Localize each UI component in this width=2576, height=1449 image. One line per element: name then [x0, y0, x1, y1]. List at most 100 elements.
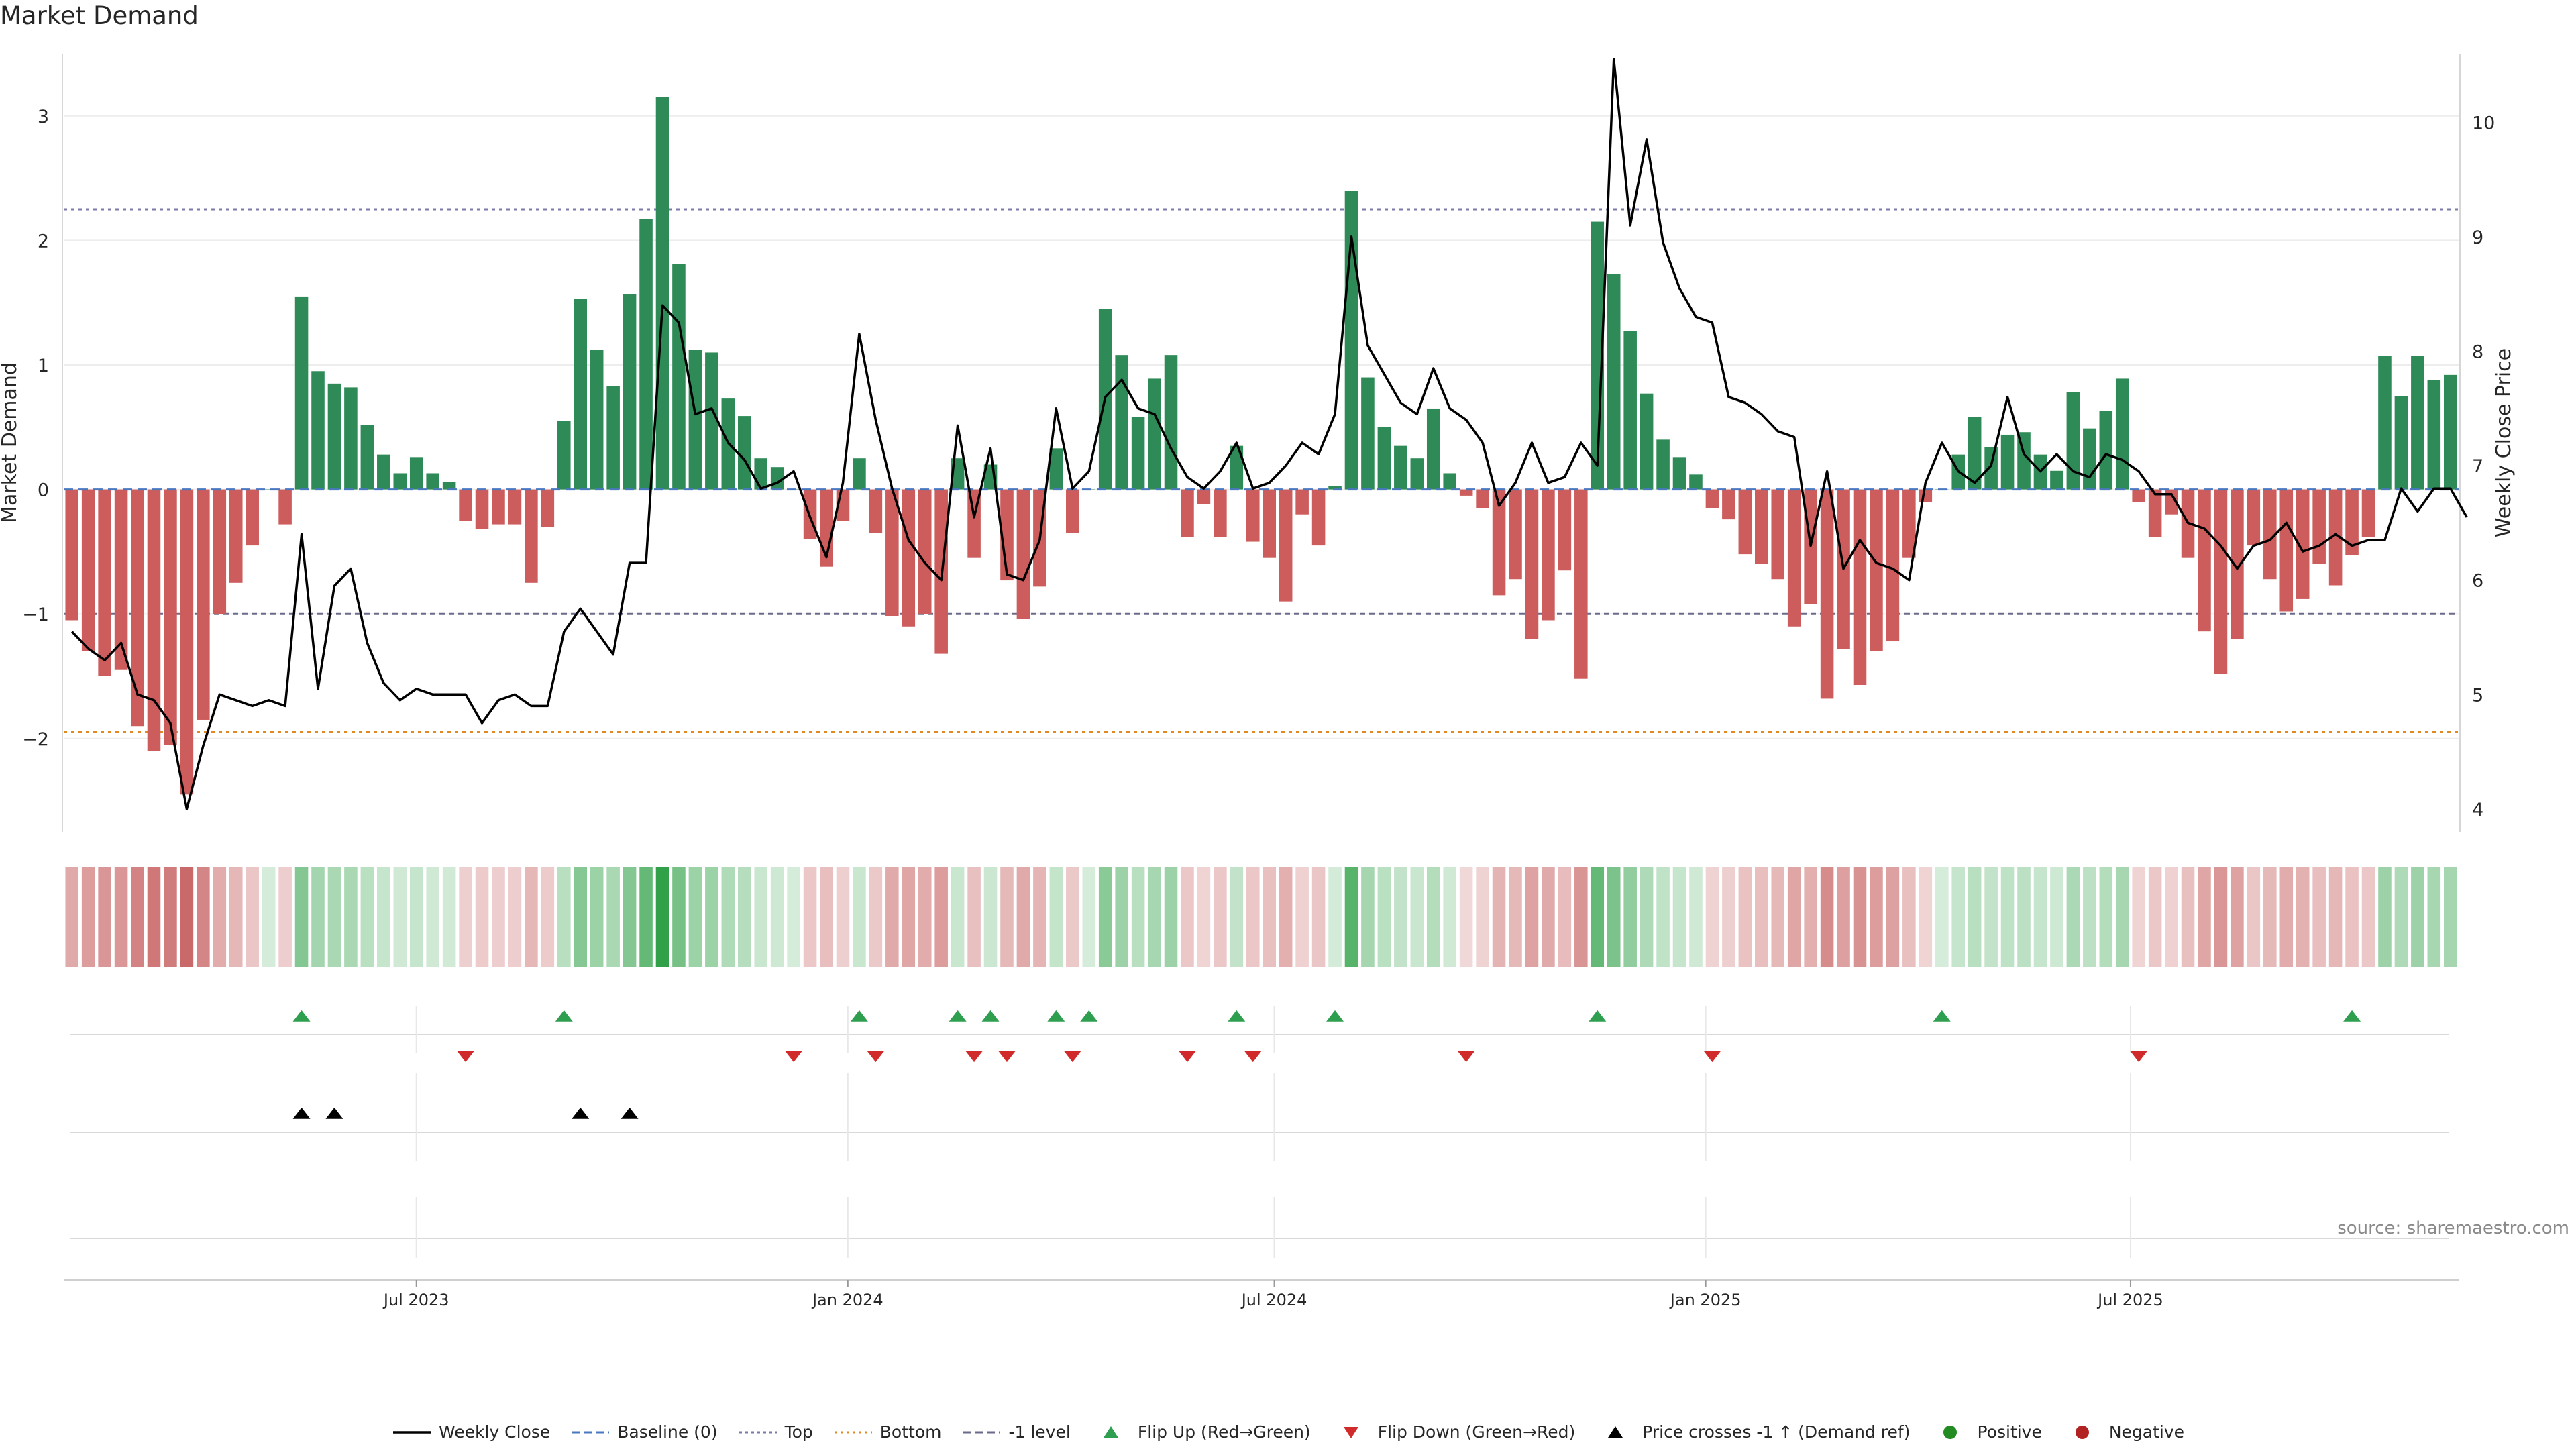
demand-bar [1656, 439, 1670, 490]
flip-up-marker [1228, 1010, 1246, 1022]
heat-cell [1591, 867, 1605, 967]
demand-bar [1066, 489, 1079, 533]
demand-bar [1148, 378, 1161, 490]
demand-bar [164, 489, 177, 745]
heat-cell [2296, 867, 2310, 967]
flip-down-marker [965, 1051, 983, 1063]
y2-tick-label: 9 [2472, 227, 2483, 248]
heat-cell [1214, 867, 1227, 967]
heat-cell [836, 867, 850, 967]
y-tick-label: −1 [22, 604, 49, 625]
demand-bar [1919, 489, 1933, 502]
demand-bar [590, 350, 604, 490]
heat-cell [525, 867, 538, 967]
heat-cell [2394, 867, 2408, 967]
demand-bar [197, 489, 210, 720]
demand-bar [2000, 434, 2015, 490]
heat-cell [1820, 867, 1834, 967]
legend-item: -1 level [961, 1422, 1071, 1442]
demand-bar [1623, 331, 1637, 490]
heat-cell [770, 867, 784, 967]
demand-bar [1984, 447, 1998, 490]
demand-bar [278, 489, 292, 525]
legend-symbol-icon [963, 1431, 1001, 1433]
heat-cell [1181, 867, 1194, 967]
source-note: source: sharemaestro.com [2337, 1218, 2569, 1238]
flip-down-marker [785, 1051, 803, 1063]
y-axis-title: Market Demand [0, 362, 21, 523]
legend-label: Flip Down (Green→Red) [1377, 1422, 1576, 1442]
heat-cell [393, 867, 407, 967]
x-tick-label: Jul 2023 [382, 1291, 449, 1309]
heat-cell [2000, 867, 2015, 967]
price-cross-marker [292, 1107, 311, 1119]
demand-bar [1263, 489, 1277, 558]
heat-cell [2427, 867, 2441, 967]
demand-bar [2083, 428, 2096, 490]
heat-cell [1459, 867, 1473, 967]
heat-cell [1279, 867, 1293, 967]
y-tick-label: 1 [38, 356, 49, 376]
demand-bar [147, 489, 161, 751]
demand-bar [2394, 396, 2408, 490]
heat-cell [1984, 867, 1998, 967]
flip-down-marker [1063, 1051, 1081, 1063]
legend-label: Bottom [879, 1422, 942, 1442]
heat-cell [869, 867, 883, 967]
demand-bar [2263, 489, 2277, 580]
heat-cell [1607, 867, 1621, 967]
heat-cell [2361, 867, 2375, 967]
demand-bar [1361, 377, 1375, 490]
heat-cell [902, 867, 916, 967]
demand-bar [2115, 378, 2129, 490]
demand-bar [1344, 191, 1358, 490]
heat-cell [1016, 867, 1030, 967]
legend-label: Price crosses -1 ↑ (Demand ref) [1642, 1422, 1911, 1442]
demand-bar [1870, 489, 1883, 651]
demand-bar [1771, 489, 1785, 580]
legend-item: Price crosses -1 ↑ (Demand ref) [1595, 1422, 1910, 1442]
flip-up-marker [555, 1010, 573, 1022]
demand-bar [1853, 489, 1867, 685]
heat-cell [2328, 867, 2343, 967]
heat-cell [1344, 867, 1358, 967]
demand-bar [213, 489, 227, 614]
heat-cell [2247, 867, 2261, 967]
heat-cell [1705, 867, 1719, 967]
heat-cell [360, 867, 374, 967]
heat-cell [278, 867, 292, 967]
demand-bar [2099, 411, 2113, 490]
demand-bar [246, 489, 259, 546]
demand-bar [459, 489, 472, 521]
demand-bar [1542, 489, 1555, 621]
demand-bar [1328, 486, 1342, 490]
demand-bar [655, 97, 669, 490]
demand-bar [229, 489, 243, 583]
demand-bar [1377, 427, 1391, 490]
heat-cell [1098, 867, 1112, 967]
heat-cell [114, 867, 128, 967]
demand-bar [1672, 457, 1686, 490]
demand-bar [426, 473, 439, 490]
demand-bar [672, 264, 686, 490]
demand-bar [393, 473, 407, 490]
heat-cell [918, 867, 932, 967]
demand-bar [1591, 221, 1605, 490]
demand-bar [737, 416, 751, 490]
heat-cell [1951, 867, 1965, 967]
heat-cell [2443, 867, 2457, 967]
heat-cell [606, 867, 620, 967]
heat-cell [377, 867, 390, 967]
heat-cell [1377, 867, 1391, 967]
demand-bar [1115, 355, 1128, 490]
heat-cell [1919, 867, 1933, 967]
heat-cell [672, 867, 686, 967]
demand-bar [1131, 417, 1145, 490]
heat-cell [1623, 867, 1637, 967]
demand-bar [2132, 489, 2145, 502]
demand-bar [2361, 489, 2375, 537]
x-tick-label: Jan 2024 [811, 1291, 883, 1309]
demand-bar [1049, 448, 1063, 490]
demand-bar [180, 489, 194, 795]
demand-bar [1214, 489, 1227, 537]
